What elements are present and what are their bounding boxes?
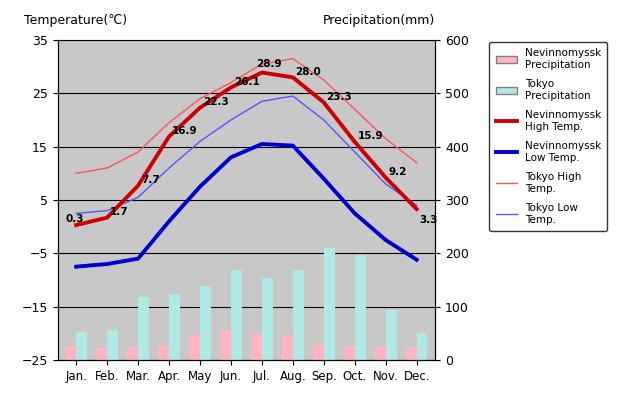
Nevinnomyssk
High Temp.: [134, 183, 142, 188]
Bar: [169, 294, 180, 360]
Tokyo Low
Temp.: [72, 211, 80, 216]
Text: Precipitation(mm): Precipitation(mm): [323, 14, 435, 27]
Legend: Nevinnomyssk
Precipitation, Tokyo
Precipitation, Nevinnomyssk
High Temp., Nevinn: Nevinnomyssk Precipitation, Tokyo Precip…: [490, 42, 607, 231]
Tokyo Low
Temp.: [413, 203, 420, 208]
Tokyo Low
Temp.: [258, 99, 266, 104]
Bar: [417, 333, 428, 360]
Tokyo Low
Temp.: [382, 182, 390, 186]
Nevinnomyssk
Low Temp.: [196, 184, 204, 189]
Text: 22.3: 22.3: [203, 97, 228, 107]
Bar: [189, 335, 200, 360]
Nevinnomyssk
High Temp.: [382, 175, 390, 180]
Nevinnomyssk
High Temp.: [289, 75, 297, 80]
Tokyo Low
Temp.: [103, 208, 111, 213]
Bar: [375, 347, 386, 360]
Text: Temperature(℃): Temperature(℃): [24, 14, 127, 27]
Bar: [293, 270, 303, 360]
Bar: [96, 348, 107, 360]
Text: 3.3: 3.3: [419, 215, 438, 225]
Nevinnomyssk
Low Temp.: [289, 143, 297, 148]
Tokyo Low
Temp.: [351, 150, 358, 154]
Nevinnomyssk
Low Temp.: [103, 262, 111, 266]
Bar: [76, 332, 87, 360]
Bar: [355, 255, 365, 360]
Nevinnomyssk
High Temp.: [196, 105, 204, 110]
Bar: [406, 347, 417, 360]
Nevinnomyssk
High Temp.: [413, 207, 420, 212]
Bar: [158, 345, 169, 360]
Nevinnomyssk
High Temp.: [227, 85, 235, 90]
Text: 15.9: 15.9: [358, 131, 383, 141]
Tokyo High
Temp.: [227, 80, 235, 85]
Nevinnomyssk
Low Temp.: [413, 257, 420, 262]
Text: 28.0: 28.0: [296, 66, 321, 76]
Bar: [344, 346, 355, 360]
Nevinnomyssk
High Temp.: [103, 215, 111, 220]
Nevinnomyssk
Low Temp.: [227, 155, 235, 160]
Bar: [65, 347, 76, 360]
Nevinnomyssk
Low Temp.: [165, 219, 173, 224]
Text: 1.7: 1.7: [110, 207, 129, 217]
Nevinnomyssk
High Temp.: [72, 223, 80, 228]
Tokyo High
Temp.: [258, 62, 266, 66]
Nevinnomyssk
High Temp.: [351, 140, 358, 144]
Tokyo High
Temp.: [382, 136, 390, 141]
Text: 16.9: 16.9: [172, 126, 197, 136]
Nevinnomyssk
High Temp.: [165, 134, 173, 139]
Nevinnomyssk
Low Temp.: [72, 264, 80, 269]
Tokyo High
Temp.: [289, 56, 297, 61]
Text: 7.7: 7.7: [141, 175, 159, 185]
Tokyo High
Temp.: [165, 120, 173, 125]
Text: 23.3: 23.3: [326, 92, 352, 102]
Tokyo Low
Temp.: [165, 166, 173, 170]
Tokyo High
Temp.: [320, 78, 328, 82]
Bar: [313, 344, 324, 360]
Nevinnomyssk
Low Temp.: [258, 142, 266, 146]
Tokyo High
Temp.: [351, 107, 358, 112]
Nevinnomyssk
High Temp.: [258, 70, 266, 75]
Bar: [138, 297, 149, 360]
Line: Tokyo Low
Temp.: Tokyo Low Temp.: [76, 96, 417, 213]
Text: 26.1: 26.1: [234, 77, 259, 87]
Bar: [231, 270, 242, 360]
Nevinnomyssk
Low Temp.: [134, 256, 142, 261]
Tokyo High
Temp.: [413, 160, 420, 165]
Tokyo High
Temp.: [134, 150, 142, 154]
Tokyo Low
Temp.: [320, 118, 328, 122]
Tokyo Low
Temp.: [134, 195, 142, 200]
Bar: [220, 330, 231, 360]
Tokyo High
Temp.: [103, 166, 111, 170]
Text: 9.2: 9.2: [388, 167, 407, 177]
Bar: [386, 310, 397, 360]
Text: 28.9: 28.9: [256, 59, 282, 69]
Line: Nevinnomyssk
High Temp.: Nevinnomyssk High Temp.: [76, 72, 417, 225]
Bar: [262, 278, 273, 360]
Line: Tokyo High
Temp.: Tokyo High Temp.: [76, 59, 417, 173]
Tokyo Low
Temp.: [196, 139, 204, 144]
Bar: [324, 248, 335, 360]
Bar: [127, 347, 138, 360]
Tokyo Low
Temp.: [227, 118, 235, 122]
Text: 0.3: 0.3: [65, 214, 84, 224]
Bar: [200, 286, 211, 360]
Line: Nevinnomyssk
Low Temp.: Nevinnomyssk Low Temp.: [76, 144, 417, 267]
Nevinnomyssk
Low Temp.: [351, 211, 358, 216]
Tokyo High
Temp.: [72, 171, 80, 176]
Bar: [251, 334, 262, 360]
Bar: [282, 336, 293, 360]
Nevinnomyssk
Low Temp.: [320, 176, 328, 181]
Tokyo Low
Temp.: [289, 94, 297, 98]
Nevinnomyssk
Low Temp.: [382, 238, 390, 242]
Tokyo High
Temp.: [196, 96, 204, 101]
Bar: [107, 330, 118, 360]
Nevinnomyssk
High Temp.: [320, 100, 328, 105]
